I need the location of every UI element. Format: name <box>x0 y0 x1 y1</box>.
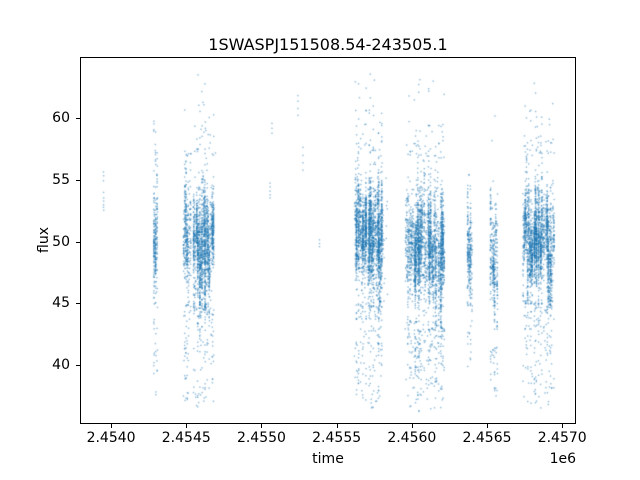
y-axis-label: flux <box>36 227 52 253</box>
x-tick <box>186 424 188 428</box>
chart-title: 1SWASPJ151508.54-243505.1 <box>208 35 448 54</box>
x-tick <box>261 424 263 428</box>
x-axis-offset-label: 1e6 <box>549 451 576 467</box>
y-tick <box>76 180 80 182</box>
x-tick <box>562 424 564 428</box>
y-tick <box>76 118 80 120</box>
y-tick <box>76 241 80 243</box>
x-tick-label: 2.4560 <box>387 430 437 446</box>
x-tick-label: 2.4570 <box>537 430 587 446</box>
x-tick-label: 2.4555 <box>312 430 362 446</box>
y-tick <box>76 303 80 305</box>
x-tick <box>411 424 413 428</box>
y-tick-label: 50 <box>52 233 70 250</box>
x-tick <box>336 424 338 428</box>
y-tick-label: 55 <box>52 172 70 189</box>
y-tick-label: 40 <box>52 357 70 374</box>
scatter-points-canvas <box>81 58 575 423</box>
x-tick <box>111 424 113 428</box>
x-tick-label: 2.4545 <box>161 430 211 446</box>
x-tick-label: 2.4540 <box>86 430 136 446</box>
y-tick-label: 45 <box>52 295 70 312</box>
x-tick-label: 2.4565 <box>462 430 512 446</box>
x-tick <box>487 424 489 428</box>
y-tick <box>76 365 80 367</box>
y-tick-label: 60 <box>52 110 70 127</box>
x-axis-label: time <box>312 451 344 467</box>
x-tick-label: 2.4550 <box>236 430 286 446</box>
plot-area <box>80 57 576 424</box>
